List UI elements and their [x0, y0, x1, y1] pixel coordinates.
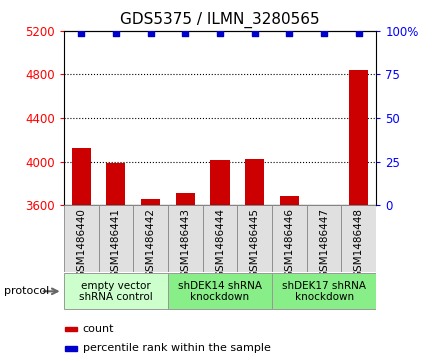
Text: GSM1486447: GSM1486447 [319, 208, 329, 278]
Text: GSM1486446: GSM1486446 [284, 208, 294, 278]
Bar [64, 205, 99, 272]
Text: GSM1486440: GSM1486440 [76, 208, 86, 278]
Bar [99, 205, 133, 272]
Point [321, 30, 328, 36]
Text: GSM1486441: GSM1486441 [111, 208, 121, 278]
Text: percentile rank within the sample: percentile rank within the sample [83, 343, 271, 354]
Point [251, 30, 258, 36]
Bar [272, 205, 307, 272]
Point [356, 30, 363, 36]
Bar [168, 205, 203, 272]
Bar [66, 346, 77, 351]
Text: GSM1486442: GSM1486442 [146, 208, 156, 278]
Bar [176, 193, 195, 205]
Text: empty vector
shRNA control: empty vector shRNA control [79, 281, 153, 302]
Text: GSM1486443: GSM1486443 [180, 208, 190, 278]
Bar [341, 205, 376, 272]
Text: GSM1486448: GSM1486448 [354, 208, 364, 278]
Bar [203, 205, 237, 272]
Bar [141, 199, 160, 205]
Point [112, 30, 119, 36]
Title: GDS5375 / ILMN_3280565: GDS5375 / ILMN_3280565 [120, 12, 320, 28]
Point [216, 30, 224, 36]
Bar [106, 163, 125, 205]
Text: shDEK14 shRNA
knockdown: shDEK14 shRNA knockdown [178, 281, 262, 302]
Text: count: count [83, 324, 114, 334]
Bar [66, 327, 77, 331]
Point [147, 30, 154, 36]
Text: shDEK17 shRNA
knockdown: shDEK17 shRNA knockdown [282, 281, 366, 302]
Bar [133, 205, 168, 272]
Bar [210, 160, 230, 205]
Bar [72, 148, 91, 205]
Bar [237, 205, 272, 272]
Bar [168, 273, 272, 309]
Bar [315, 205, 334, 206]
Text: protocol: protocol [4, 286, 50, 296]
Bar [245, 159, 264, 205]
Text: GSM1486445: GSM1486445 [250, 208, 260, 278]
Point [286, 30, 293, 36]
Bar [64, 273, 168, 309]
Point [182, 30, 189, 36]
Bar [349, 70, 368, 205]
Bar [307, 205, 341, 272]
Bar [272, 273, 376, 309]
Point [77, 30, 84, 36]
Text: GSM1486444: GSM1486444 [215, 208, 225, 278]
Bar [280, 196, 299, 205]
